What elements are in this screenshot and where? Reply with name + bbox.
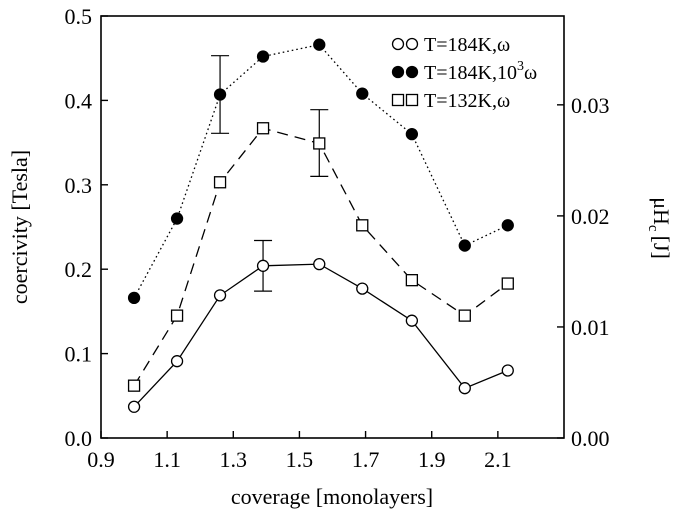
x-tick-label: 1.1 — [153, 447, 181, 472]
data-point — [313, 257, 326, 271]
y-axis-right: 0.00 0.01 0.02 0.03 — [557, 93, 610, 451]
data-point — [313, 137, 326, 150]
series-layer — [127, 38, 514, 413]
data-point — [405, 274, 419, 287]
legend-marker — [391, 93, 405, 107]
series-2 — [127, 38, 514, 305]
y2-axis-label-unit: [J] — [649, 236, 674, 259]
data-point — [127, 291, 141, 305]
data-point — [405, 314, 419, 327]
legend-marker — [405, 65, 419, 79]
data-point — [213, 289, 227, 302]
y-axis-left: 0.0 0.1 0.2 0.3 0.4 0.5 — [65, 4, 108, 451]
y-tick-label: 0.1 — [65, 342, 93, 367]
data-point — [501, 219, 514, 232]
data-point — [458, 382, 471, 395]
series-line — [133, 263, 509, 408]
legend-marker — [391, 37, 405, 51]
x-tick-label: 0.9 — [87, 447, 115, 472]
x-tick-label: 1.9 — [418, 447, 446, 472]
series-1 — [127, 239, 514, 413]
series-line — [133, 127, 509, 387]
y-tick-label: 0.5 — [65, 4, 93, 29]
data-point — [405, 128, 419, 141]
legend-label-superscript: 3 — [517, 59, 524, 74]
data-point — [170, 355, 184, 368]
legend-label: T=184K,103ω — [424, 59, 537, 84]
legend-label-tail: ω — [524, 62, 537, 84]
y2-axis-label-symbol: μH — [649, 197, 674, 225]
legend-label: T=184K,ω — [424, 34, 510, 56]
legend-marker — [405, 37, 419, 51]
y2-axis-label: μHc [J] — [645, 197, 674, 259]
data-point — [256, 122, 270, 135]
y2-tick-label: 0.00 — [571, 426, 610, 451]
x-tick-label: 1.7 — [352, 447, 380, 472]
legend-marker — [405, 93, 419, 107]
legend-label-text: T=184K,10 — [424, 62, 517, 84]
y-tick-label: 0.3 — [65, 173, 93, 198]
data-point — [256, 50, 270, 63]
legend-entry-3: T=132K,ω — [391, 90, 510, 112]
data-point — [213, 176, 227, 189]
data-point — [256, 259, 270, 272]
series-3 — [127, 109, 514, 392]
data-point — [458, 239, 471, 252]
data-point — [501, 364, 514, 377]
x-axis: 0.9 1.1 1.3 1.5 1.7 1.9 2.1 — [87, 431, 512, 472]
y-tick-label: 0.0 — [65, 426, 93, 451]
legend-label: T=132K,ω — [424, 90, 510, 112]
y-tick-label: 0.2 — [65, 257, 93, 282]
legend-entry-2: T=184K,103ω — [391, 59, 537, 84]
y-tick-label: 0.4 — [65, 88, 93, 113]
data-point — [313, 38, 326, 51]
legend-label-text: T=132K,ω — [424, 90, 510, 112]
legend-entry-1: T=184K,ω — [391, 34, 510, 56]
plot-frame — [100, 15, 565, 439]
legend-label-text: T=184K,ω — [424, 34, 510, 56]
data-point — [356, 219, 369, 232]
y2-tick-label: 0.01 — [571, 315, 610, 340]
data-point — [170, 212, 184, 225]
data-point — [356, 282, 369, 295]
data-point — [356, 87, 369, 100]
data-point — [127, 379, 141, 392]
y2-tick-label: 0.02 — [571, 204, 610, 229]
legend-marker — [391, 65, 405, 79]
x-axis-label: coverage [monolayers] — [231, 484, 433, 509]
data-point — [458, 309, 471, 322]
y2-axis-label-subscript: c — [645, 225, 661, 232]
data-point — [170, 309, 184, 322]
y2-tick-label: 0.03 — [571, 93, 610, 118]
data-point — [213, 88, 227, 101]
data-point — [127, 400, 141, 413]
x-tick-label: 1.5 — [286, 447, 314, 472]
legend: T=184K,ω T=184K,103ω T=132K,ω — [391, 34, 537, 112]
x-tick-label: 1.3 — [220, 447, 248, 472]
x-tick-label: 2.1 — [484, 447, 512, 472]
y-axis-label: coercivity [Tesla] — [7, 150, 32, 304]
data-point — [501, 277, 514, 290]
